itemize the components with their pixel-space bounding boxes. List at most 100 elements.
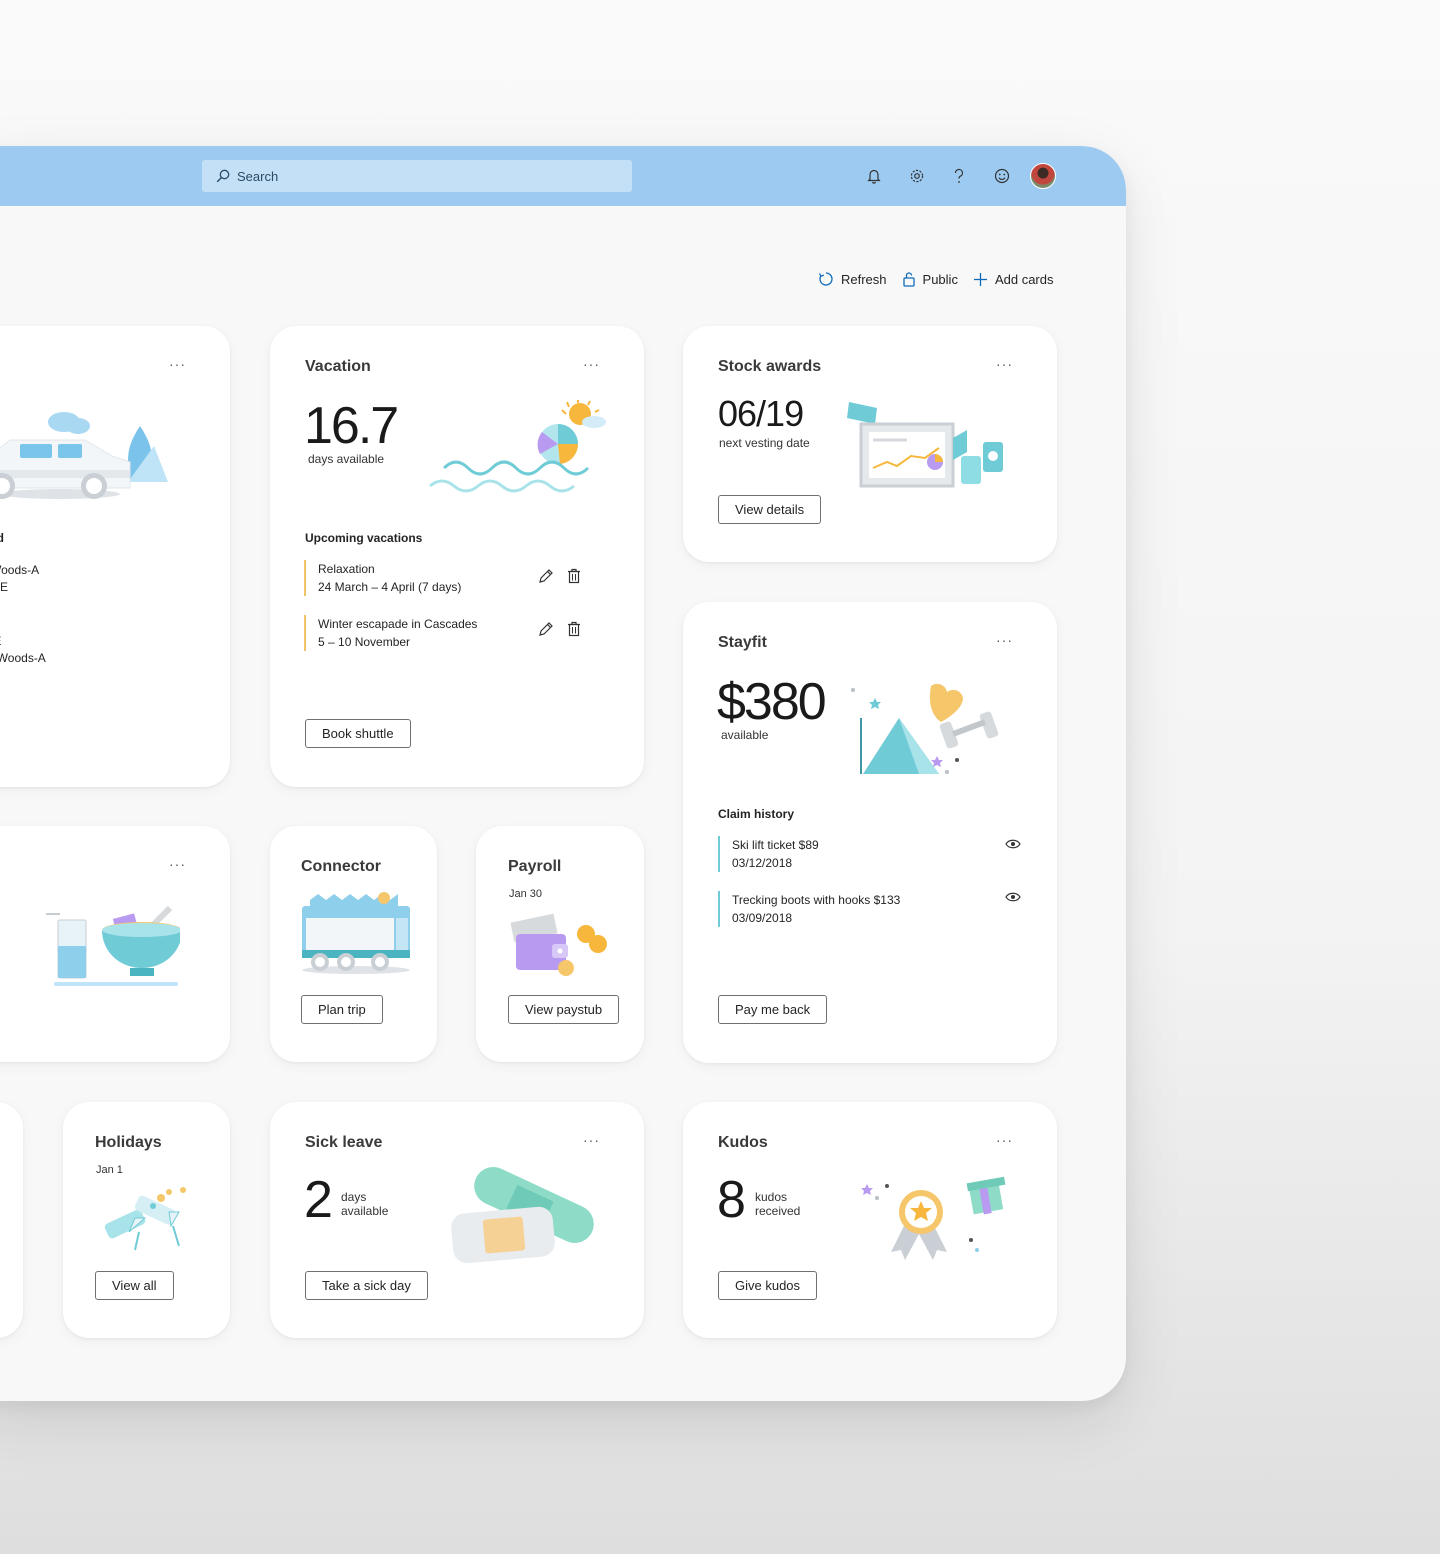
fitness-illustration — [851, 683, 999, 774]
card-title: Sick leave — [305, 1134, 383, 1151]
vacation-item-date: 5 – 10 November — [318, 635, 411, 649]
view-details-button[interactable]: View details — [718, 495, 822, 524]
card-title: Kudos — [718, 1134, 768, 1151]
meal-illustration — [46, 905, 180, 986]
delete-icon[interactable] — [567, 568, 581, 584]
vacation-item-date: 24 March – 4 April (7 days) — [318, 580, 462, 594]
sick-days-unit: days — [341, 1190, 367, 1204]
bell-icon[interactable] — [860, 162, 888, 190]
kudos-count-value: 8 — [717, 1171, 746, 1229]
partial-line-4: m E — [0, 634, 1, 648]
celebration-illustration — [104, 1187, 186, 1251]
sick-days-value: 2 — [304, 1171, 333, 1229]
refresh-label: Refresh — [841, 271, 887, 287]
take-sick-day-button[interactable]: Take a sick day — [305, 1271, 428, 1300]
card-title: Payroll — [508, 858, 562, 875]
payroll-card: Payroll Jan 30 View paystub — [476, 826, 644, 1062]
more-options-button[interactable]: ··· — [583, 1132, 600, 1148]
vacation-item-title: Winter escapade in Cascades — [318, 617, 478, 631]
avatar[interactable] — [1030, 163, 1056, 189]
give-kudos-button[interactable]: Give kudos — [718, 1271, 818, 1300]
vacation-item: Winter escapade in Cascades 5 – 10 Novem… — [304, 615, 477, 651]
refresh-icon — [818, 272, 833, 286]
more-options-button[interactable]: ··· — [996, 1132, 1013, 1148]
vacation-item: Relaxation 24 March – 4 April (7 days) — [304, 560, 461, 596]
shuttle-bus-illustration — [302, 892, 410, 974]
card-title: Holidays — [95, 1134, 162, 1151]
kudos-label: received — [755, 1204, 801, 1218]
payroll-date: Jan 30 — [509, 888, 543, 900]
stock-awards-card: Stock awards ··· 06/19 next vesting date… — [683, 326, 1057, 562]
more-options-button[interactable]: ··· — [996, 356, 1013, 372]
holidays-card: Holidays Jan 1 View all — [63, 1102, 230, 1338]
claim-item-title: Trecking boots with hooks $133 — [732, 893, 901, 907]
kudos-unit: kudos — [755, 1190, 788, 1204]
holiday-date: Jan 1 — [96, 1164, 123, 1176]
partial-line-5: nd Woods-A — [0, 651, 46, 665]
eye-icon[interactable] — [1005, 838, 1021, 850]
edit-icon[interactable] — [538, 621, 554, 637]
partial-line-3: um E — [0, 580, 9, 594]
beach-illustration — [429, 400, 606, 493]
partial-card — [0, 1102, 23, 1338]
more-options-button[interactable]: ··· — [996, 632, 1013, 648]
pay-me-back-button[interactable]: Pay me back — [718, 995, 828, 1024]
claim-item-date: 03/09/2018 — [732, 911, 793, 925]
refresh-button[interactable]: Refresh — [818, 271, 887, 287]
claim-item-date: 03/12/2018 — [732, 856, 793, 870]
award-illustration — [861, 1176, 1006, 1260]
lock-icon — [902, 272, 915, 287]
connector-card: Connector Plan trip — [270, 826, 437, 1062]
vacation-days-label: days available — [308, 452, 385, 466]
view-paystub-button[interactable]: View paystub — [508, 995, 620, 1024]
more-options-button[interactable]: ··· — [583, 356, 600, 372]
search-icon — [216, 169, 230, 183]
card-title: Stock awards — [718, 358, 822, 375]
bandage-illustration — [451, 1166, 594, 1264]
vacation-days-value: 16.7 — [304, 397, 399, 455]
vacation-card: Vacation ··· 16.7 days available Upcomin… — [270, 326, 644, 787]
smiley-icon[interactable] — [988, 162, 1016, 190]
add-cards-label: Add cards — [994, 271, 1054, 287]
plan-trip-button[interactable]: Plan trip — [301, 995, 383, 1024]
public-button[interactable]: Public — [902, 271, 958, 287]
partial-food-card: ··· — [0, 826, 230, 1062]
claim-item: Ski lift ticket $89 03/12/2018 — [718, 836, 819, 872]
view-all-button[interactable]: View all — [95, 1271, 174, 1300]
vesting-date-value: 06/19 — [718, 393, 804, 434]
partial-line-2: d Woods-A — [0, 563, 40, 577]
add-cards-button[interactable]: Add cards — [973, 272, 1054, 287]
gear-icon[interactable] — [903, 162, 931, 190]
partial-line-1: ised — [0, 531, 5, 545]
stayfit-card: Stayfit ··· $380 available Claim history… — [683, 602, 1057, 1063]
vacation-item-title: Relaxation — [318, 562, 375, 576]
car-illustration — [0, 412, 168, 499]
edit-icon[interactable] — [538, 568, 554, 584]
more-options-button[interactable]: ··· — [169, 856, 186, 872]
delete-icon[interactable] — [567, 621, 581, 637]
stayfit-amount-value: $380 — [717, 673, 827, 731]
help-icon[interactable] — [945, 162, 973, 190]
stayfit-amount-label: available — [721, 728, 769, 742]
plus-icon — [973, 272, 987, 286]
sick-leave-card: Sick leave ··· 2 days available Take a s… — [270, 1102, 644, 1338]
vesting-date-label: next vesting date — [719, 436, 810, 450]
claim-item-title: Ski lift ticket $89 — [732, 838, 819, 852]
claim-history-heading: Claim history — [718, 807, 795, 821]
search-placeholder: Search — [237, 168, 279, 184]
sick-days-label: available — [341, 1204, 389, 1218]
upcoming-vacations-heading: Upcoming vacations — [305, 531, 423, 545]
wallet-illustration — [510, 913, 607, 976]
eye-icon[interactable] — [1005, 891, 1021, 903]
search-box[interactable]: Search — [202, 160, 632, 192]
more-options-button[interactable]: ··· — [169, 356, 186, 372]
page-actions: Refresh Public Add cards — [818, 271, 1069, 287]
claim-item: Trecking boots with hooks $133 03/09/201… — [718, 891, 900, 927]
kudos-card: Kudos ··· 8 kudos received Give kudos — [683, 1102, 1057, 1338]
card-title: Vacation — [305, 358, 371, 375]
public-label: Public — [922, 271, 958, 287]
card-title: Stayfit — [718, 634, 767, 651]
stocks-illustration — [847, 402, 1003, 488]
card-title: Connector — [301, 858, 381, 875]
book-shuttle-button[interactable]: Book shuttle — [305, 719, 411, 748]
